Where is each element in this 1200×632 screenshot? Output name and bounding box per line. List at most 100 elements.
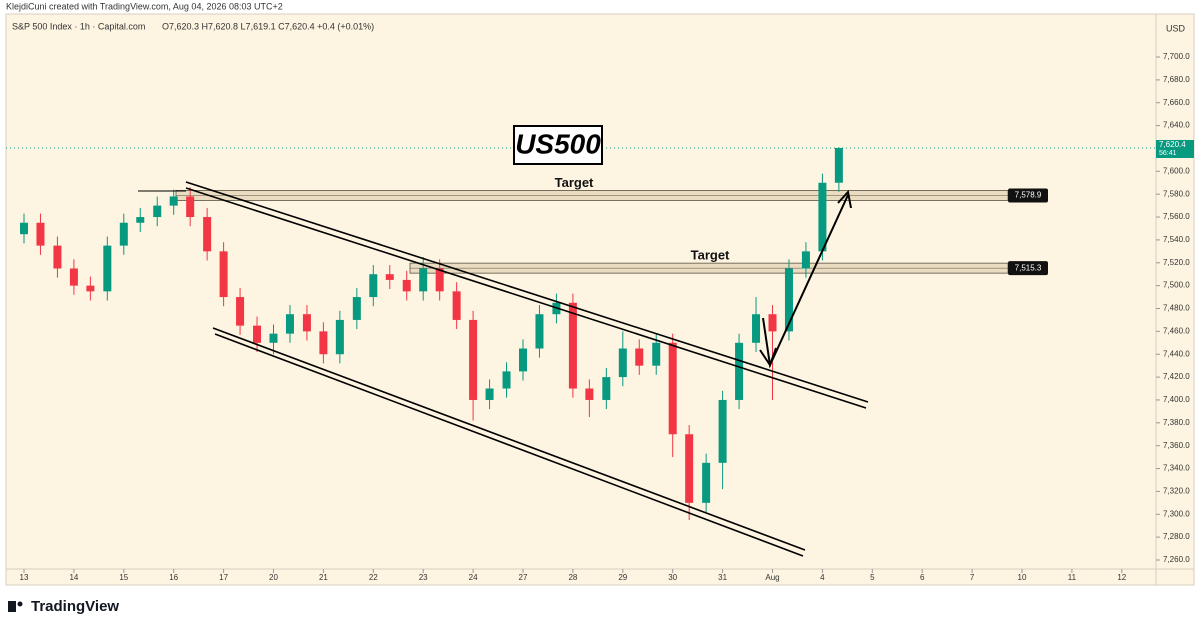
- candle-body: [702, 462, 711, 503]
- last-price-label: 7,620.4: [1159, 140, 1186, 149]
- channel-line: [214, 333, 804, 557]
- candle-body: [668, 342, 677, 435]
- y-tick-label: 7,300.0: [1163, 509, 1190, 518]
- candle-body: [519, 348, 527, 372]
- logo: TradingView: [8, 598, 119, 615]
- y-tick-label: 7,360.0: [1163, 441, 1190, 450]
- candle-body: [735, 342, 744, 400]
- candle-body: [635, 348, 644, 366]
- title: US500: [515, 128, 601, 159]
- zone-price-label: 7,578.9: [1015, 191, 1042, 200]
- y-tick-label: 7,500.0: [1163, 281, 1190, 290]
- y-tick-label: 7,400.0: [1163, 395, 1190, 404]
- candle-body: [685, 434, 694, 503]
- x-tick-label: 29: [618, 573, 627, 582]
- y-tick-label: 7,520.0: [1163, 258, 1190, 267]
- candle-body: [352, 297, 361, 320]
- y-tick-label: 7,460.0: [1163, 326, 1190, 335]
- y-tick-label: 7,440.0: [1163, 349, 1190, 358]
- y-tick-label: 7,540.0: [1163, 235, 1190, 244]
- candle-body: [153, 205, 162, 218]
- y-tick-label: 7,280.0: [1163, 532, 1190, 541]
- x-tick-label: 14: [69, 573, 78, 582]
- candle-body: [419, 268, 428, 292]
- x-tick-label: 7: [970, 573, 975, 582]
- x-tick-label: 20: [269, 573, 278, 582]
- channel-line: [212, 327, 806, 551]
- y-tick-label: 7,380.0: [1163, 418, 1190, 427]
- y-tick-label: 7,420.0: [1163, 372, 1190, 381]
- logo-mark: [8, 601, 16, 612]
- candle-body: [618, 348, 627, 378]
- x-tick-label: 6: [920, 573, 925, 582]
- channel-line: [185, 187, 867, 409]
- candle-body: [585, 388, 594, 400]
- candle-body: [402, 279, 411, 292]
- candle-body: [335, 319, 344, 355]
- candle-body: [219, 251, 228, 298]
- y-tick-label: 7,320.0: [1163, 487, 1190, 496]
- candle-body: [302, 314, 311, 332]
- candle-body: [784, 268, 793, 332]
- x-tick-label: 30: [668, 573, 677, 582]
- ohlc: O7,620.3 H7,620.8 L7,619.1 C7,620.4 +0.4…: [162, 21, 374, 31]
- countdown: 56:41: [1159, 150, 1177, 157]
- candle-body: [369, 274, 378, 298]
- candle-body: [119, 222, 128, 246]
- candle-body: [285, 314, 294, 334]
- x-tick-label: 4: [820, 573, 825, 582]
- candle-body: [253, 325, 262, 343]
- x-tick-label: 5: [870, 573, 875, 582]
- x-tick-label: 22: [369, 573, 378, 582]
- x-tick-label: 23: [419, 573, 428, 582]
- x-tick-label: 31: [718, 573, 727, 582]
- candle-body: [485, 388, 494, 400]
- zone-price-tag: [1008, 188, 1048, 203]
- candle-body: [319, 331, 328, 355]
- title-box: [513, 125, 603, 165]
- x-tick-label: Aug: [765, 573, 779, 582]
- candle-body: [86, 285, 95, 292]
- candle-body: [502, 371, 511, 389]
- candle-body: [652, 342, 661, 366]
- candle-body: [469, 319, 478, 400]
- y-tick-label: 7,560.0: [1163, 212, 1190, 221]
- x-tick-label: 12: [1117, 573, 1126, 582]
- x-tick-label: 10: [1018, 573, 1027, 582]
- candle-body: [169, 196, 178, 206]
- candle-body: [186, 196, 195, 218]
- candle-body: [269, 333, 278, 343]
- x-tick-label: 24: [469, 573, 478, 582]
- logo-mark: [17, 601, 23, 607]
- y-tick-label: 7,480.0: [1163, 304, 1190, 313]
- candle-body: [36, 222, 45, 246]
- candle-body: [818, 182, 827, 252]
- candle-body: [535, 314, 544, 349]
- plot-bg: [5, 13, 1195, 586]
- y-tick-label: 7,600.0: [1163, 166, 1190, 175]
- x-tick-label: 13: [20, 573, 29, 582]
- x-tick-label: 21: [319, 573, 328, 582]
- candle-body: [136, 217, 145, 223]
- x-tick-label: 15: [119, 573, 128, 582]
- candle-body: [568, 302, 577, 389]
- candle-body: [452, 291, 461, 320]
- y-tick-label: 7,700.0: [1163, 52, 1190, 61]
- candle-body: [718, 399, 727, 463]
- y-tick-label: 7,660.0: [1163, 98, 1190, 107]
- candle-body: [203, 217, 212, 252]
- y-tick-label: 7,340.0: [1163, 464, 1190, 473]
- arrow-head: [759, 347, 777, 368]
- last-price-tag: [1156, 139, 1194, 158]
- x-tick-label: 11: [1068, 573, 1077, 582]
- x-tick-label: 27: [519, 573, 528, 582]
- y-tick-label: 7,260.0: [1163, 555, 1190, 564]
- arrow-head: [837, 189, 852, 209]
- symbol: S&P 500 Index · 1h · Capital.com: [12, 21, 145, 31]
- candle-body: [385, 274, 394, 280]
- footer: TradingView: [31, 598, 119, 615]
- candle-body: [435, 268, 444, 292]
- x-tick-label: 16: [169, 573, 178, 582]
- candle-body: [69, 268, 78, 286]
